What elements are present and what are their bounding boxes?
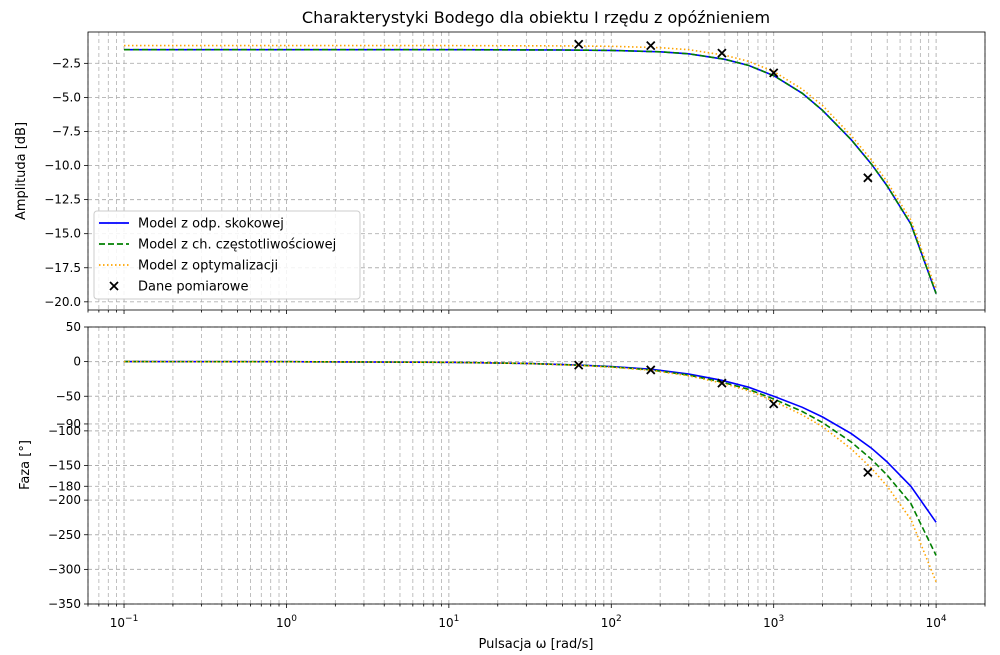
- y-tick-label: −250: [48, 528, 81, 542]
- y-tick-label: −20.0: [44, 295, 81, 309]
- amplitude-measurement-group: [574, 39, 873, 183]
- amplitude-panel: −2.5 −5.0 −7.5 −10.0 −12.5 −15.0 −17.5 −20.0 Am…: [14, 31, 986, 314]
- y-tick-label: −10.0: [44, 159, 81, 173]
- amplitude-series-group: [124, 44, 937, 294]
- amplitude-plot-frame: [87, 31, 986, 311]
- phase-y-label: Faza [°]: [18, 440, 33, 490]
- series-line: [123, 360, 937, 523]
- measurement-point: [717, 378, 727, 388]
- measurement-point: [769, 399, 779, 409]
- x-tick-label: 104: [926, 614, 947, 630]
- x-tick-labels: 10−1 100 101 102 103 104: [110, 614, 947, 630]
- y-tick-label: 50: [66, 320, 81, 334]
- measurement-point: [717, 48, 727, 58]
- series-line: [124, 44, 937, 290]
- y-tick-label: −350: [48, 597, 81, 611]
- y-tick-label: −50: [56, 389, 81, 403]
- y-tick-label: −90: [56, 417, 81, 431]
- y-tick-label: −12.5: [44, 193, 81, 207]
- x-tick-label: 100: [276, 614, 297, 630]
- phase-panel: 50 0 −50 −90−100 −150 −180−200 −250 −300 −350 Fa…: [18, 320, 986, 652]
- y-tick-label: −180: [48, 479, 81, 493]
- y-tick-label: −15.0: [44, 227, 81, 241]
- legend-marker: [109, 281, 119, 291]
- measurement-point: [574, 39, 584, 49]
- legend: Model z odp. skokowej Model z ch. częstot…: [93, 210, 361, 300]
- legend-label: Model z optymalizacji: [138, 259, 278, 274]
- measurement-point: [574, 360, 584, 370]
- measurement-point: [863, 467, 873, 478]
- x-axis-label: Pulsacja ω [rad/s]: [479, 637, 594, 652]
- amplitude-y-label: Amplituda [dB]: [14, 122, 29, 220]
- y-tick-label: −150: [48, 459, 81, 473]
- amplitude-grid: [87, 32, 986, 310]
- x-tick-label: 103: [763, 614, 784, 630]
- series-line: [123, 360, 937, 583]
- y-tick-label: −17.5: [44, 261, 81, 275]
- phase-ticks: 50 0 −50 −90−100 −150 −180−200 −250 −300 −350: [48, 320, 986, 611]
- legend-label: Model z ch. częstotliwościowej: [138, 238, 336, 253]
- series-line: [123, 360, 937, 556]
- phase-grid: [87, 326, 986, 605]
- x-tick-label: 102: [601, 614, 622, 630]
- y-tick-label: −5.0: [52, 90, 81, 104]
- legend-label: Dane pomiarowe: [138, 280, 248, 295]
- phase-series-group: [123, 360, 937, 583]
- y-tick-label: −200: [48, 493, 81, 507]
- y-tick-label: 0: [73, 355, 81, 369]
- y-tick-label: −2.5: [52, 56, 81, 70]
- y-tick-label: −100: [48, 424, 81, 438]
- legend-box: [93, 210, 361, 300]
- measurement-point: [769, 68, 779, 78]
- y-tick-label: −300: [48, 562, 81, 576]
- amplitude-ticks: −2.5 −5.0 −7.5 −10.0 −12.5 −15.0 −17.5 −20.0: [44, 56, 986, 314]
- legend-label: Model z odp. skokowej: [138, 217, 284, 232]
- measurement-point: [646, 365, 656, 375]
- series-line: [124, 48, 937, 294]
- y-tick-label: −7.5: [52, 124, 81, 138]
- x-tick-label: 101: [438, 614, 459, 630]
- phase-measurement-group: [574, 360, 873, 478]
- x-tick-label: 10−1: [110, 614, 139, 630]
- chart-title: Charakterystyki Bodego dla obiektu I rzę…: [302, 8, 770, 27]
- measurement-point: [863, 173, 873, 183]
- measurement-point: [646, 40, 656, 51]
